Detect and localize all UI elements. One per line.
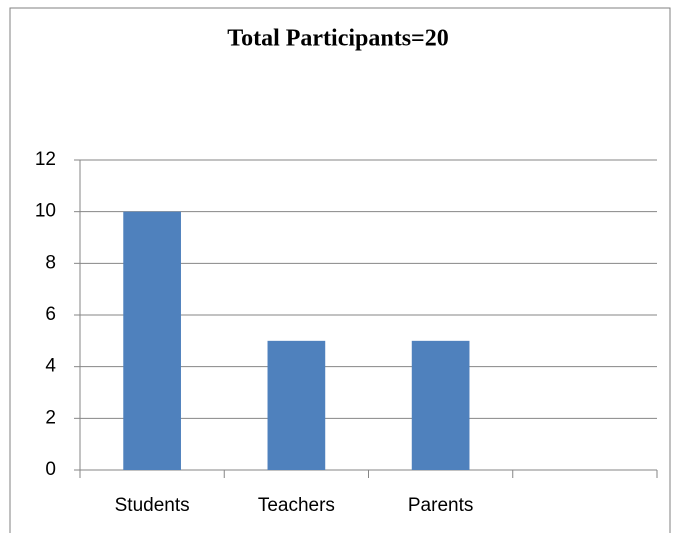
bar — [267, 340, 326, 470]
y-tick-label: 2 — [45, 407, 56, 428]
y-tick-label: 0 — [45, 459, 56, 480]
y-tick-label: 12 — [35, 149, 56, 170]
y-tick-label: 10 — [35, 201, 56, 222]
y-tick-label: 8 — [45, 252, 56, 273]
chart-border — [9, 7, 671, 533]
y-tick-label: 6 — [45, 304, 56, 325]
bar — [123, 211, 181, 470]
x-tick-label: Students — [115, 495, 190, 516]
bar — [411, 340, 470, 470]
x-tick-label: Teachers — [258, 495, 335, 516]
x-tick-label: Parents — [408, 495, 473, 516]
y-tick-label: 4 — [45, 356, 56, 377]
chart-title: Total Participants=20 — [227, 26, 448, 52]
